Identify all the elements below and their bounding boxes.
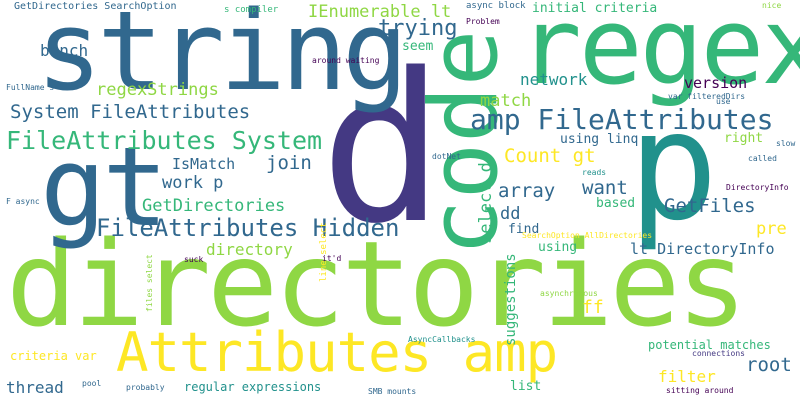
word-regular-expressions: regular expressions (184, 380, 322, 394)
word-fullname-s: FullName s (6, 83, 55, 92)
word-amp-fileattributes: amp FileAttributes (470, 103, 774, 136)
word-slow: slow (776, 139, 796, 148)
word-count-gt: Count gt (504, 145, 596, 167)
word-bunch: bunch (40, 41, 89, 60)
word-network: network (520, 70, 588, 89)
word-initial-criteria: initial criteria (532, 1, 658, 16)
word-dd: dd (500, 204, 521, 224)
word-f-async: F async (6, 197, 40, 206)
word-getdirectories-searchoption: GetDirectories SearchOption (14, 1, 177, 12)
word-s-compiler: s compiler (224, 5, 279, 15)
word-ff: ff (582, 297, 604, 318)
word-filter: filter (658, 367, 716, 386)
word-find: find (508, 222, 540, 237)
word-want: want (582, 177, 628, 199)
word-criteria-var: criteria var (10, 349, 97, 363)
word-directoryinfo: DirectoryInfo (726, 183, 789, 192)
word-gt: gt (40, 123, 168, 251)
word-reads: reads (582, 168, 607, 177)
word-called: called (748, 154, 777, 163)
word-smb-mounts: SMB mounts (368, 387, 417, 396)
word-pre: pre (756, 219, 787, 239)
word-sitting-around: sitting around (666, 386, 734, 395)
word-p: p (628, 80, 719, 254)
word-suggestions: suggestions (503, 253, 519, 346)
word-version: version (684, 74, 748, 92)
word-code: code (410, 29, 519, 256)
word-probably: probably (126, 383, 165, 392)
word-line-select: line select (319, 222, 329, 282)
word-thread: thread (6, 378, 64, 397)
word-using: using (538, 240, 578, 255)
word-regex: regex (518, 0, 800, 108)
word-attributes-amp: Attributes amp (116, 321, 558, 384)
word-ienumerable-lt: IEnumerable lt (308, 2, 452, 22)
word-nice: nice (762, 1, 782, 10)
word-around-waiting: around waiting (312, 56, 380, 65)
word-trying: trying (378, 16, 458, 41)
word-string: string (36, 0, 408, 115)
word-potential-matches: potential matches (648, 338, 771, 352)
word-files-select: files select (145, 254, 154, 312)
word-array: array (498, 180, 556, 202)
word-async-block: async block (466, 1, 526, 11)
word-root: root (746, 354, 792, 376)
word-right: right (724, 131, 764, 146)
word-directory: directory (206, 240, 293, 259)
word-connections: connections (692, 349, 745, 358)
word-d: d (320, 29, 445, 269)
word-itd: it'd (322, 254, 342, 263)
word-select-d: select d (476, 162, 496, 244)
word-getdirectories: GetDirectories (142, 196, 286, 216)
word-asynccallbacks: AsyncCallbacks (408, 335, 476, 344)
word-directories: directories (6, 215, 747, 353)
word-suck: suck (184, 255, 204, 264)
word-based: based (596, 196, 636, 211)
word-dotnet: dotNet (432, 152, 461, 161)
word-list: list (510, 379, 542, 394)
word-searchoption-alldirectories: SearchOption AllDirectories (522, 231, 653, 240)
word-match: match (480, 91, 532, 111)
word-regexstrings: regexStrings (96, 80, 219, 100)
word-use: use (716, 97, 731, 106)
word-work-p: work p (162, 173, 224, 193)
word-seem: seem (402, 39, 434, 54)
word-var-filtereddirs: var filteredDirs (668, 92, 746, 101)
word-using-linq: using linq (560, 132, 639, 147)
word-fileattributes-system: FileAttributes System (6, 126, 323, 155)
word-join: join (266, 152, 312, 174)
word-lt-directoryinfo: lt DirectoryInfo (630, 240, 775, 258)
word-ismatch: IsMatch (172, 155, 236, 173)
word-problem: Problem (466, 17, 500, 26)
word-asynchronous: asynchronous (540, 289, 598, 298)
word-fileattributes-hidden: FileAttributes Hidden (96, 214, 400, 242)
word-system-fileattributes: System FileAttributes (10, 101, 251, 123)
word-pool: pool (82, 379, 102, 388)
word-getfiles: GetFiles (664, 195, 756, 217)
